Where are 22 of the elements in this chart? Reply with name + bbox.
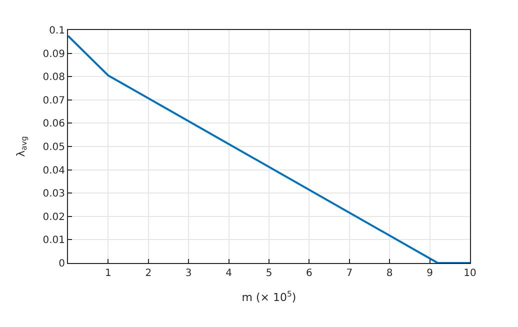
y-tick-label: 0.05 [42,142,65,153]
x-tick-label: 5 [266,268,272,279]
x-tick-label: 6 [306,268,312,279]
x-tick-label: 9 [426,268,433,279]
y-tick-label: 0.1 [49,26,65,36]
y-tick-label: 0.01 [42,235,65,246]
y-tick-label: 0.09 [42,48,65,60]
y-tick-label: 0.04 [42,165,65,176]
x-tick-label: 4 [226,268,232,279]
y-tick-label: 0.02 [42,212,65,223]
x-tick-label: 1 [105,268,112,279]
x-tick-label: 8 [386,268,393,279]
y-tick-label: 0 [58,258,65,270]
x-axis-title: m (× 10$^{5}$) [242,290,296,304]
y-tick-label: 0.06 [42,118,65,130]
x-tick-label: 2 [145,268,152,279]
y-tick-label: 0.07 [42,95,65,106]
x-tick-label: 10 [464,268,476,279]
y-tick-label: 0.03 [42,188,65,200]
x-tick-label: 7 [346,268,353,279]
y-tick-label: 0.08 [42,72,65,84]
x-tick-label: 3 [185,268,192,279]
